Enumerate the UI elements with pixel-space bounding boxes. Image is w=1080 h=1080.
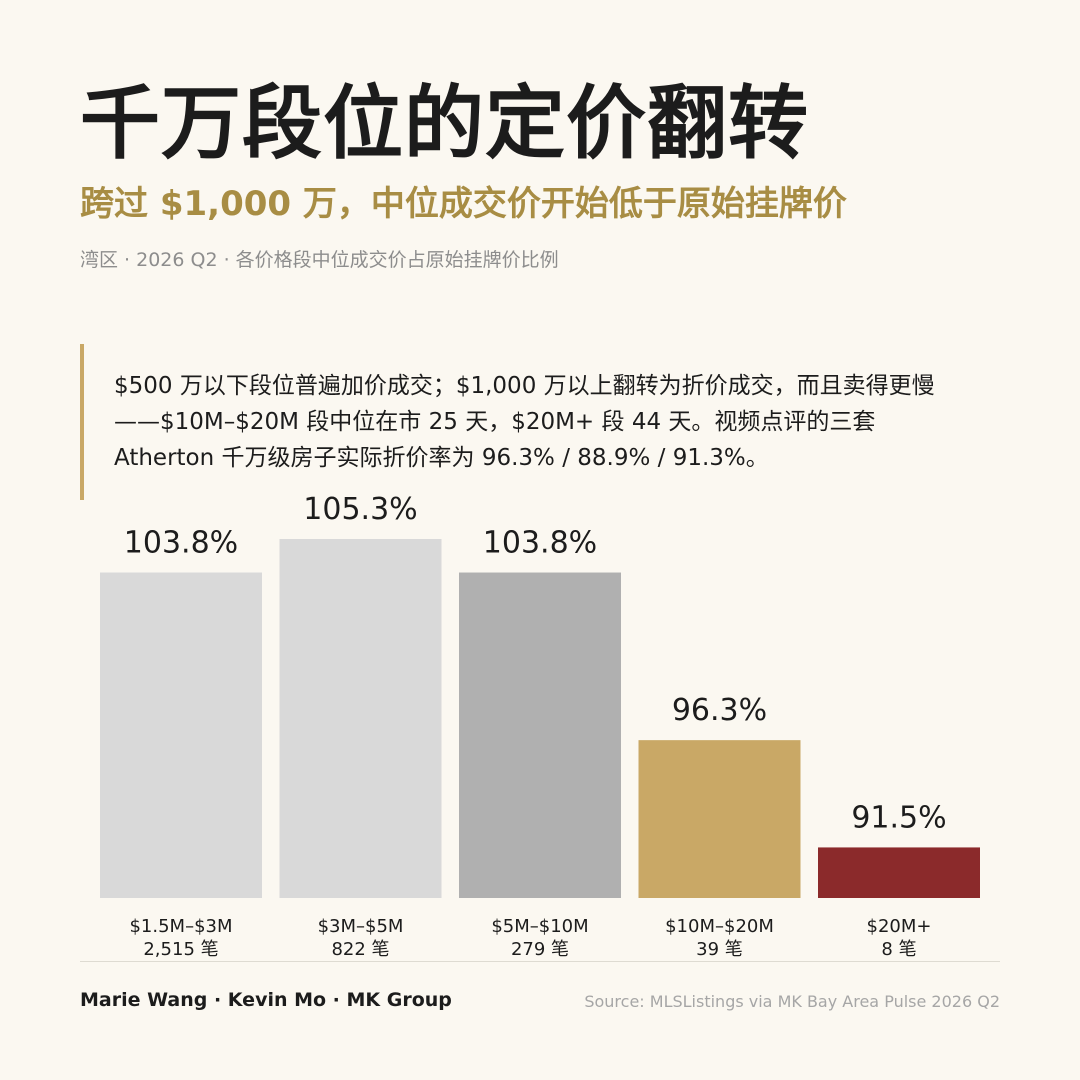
category-label: $3M–$5M	[318, 916, 404, 937]
category-label: $1.5M–$3M	[129, 916, 232, 937]
callout-text: $500 万以下段位普遍加价成交；$1,000 万以上翻转为折价成交，而且卖得更…	[114, 373, 935, 471]
page-subtitle: 跨过 $1,000 万，中位成交价开始低于原始挂牌价	[80, 184, 847, 224]
bar-5	[818, 847, 980, 898]
bar-3	[459, 572, 621, 898]
category-label: $5M–$10M	[491, 916, 588, 937]
page-title: 千万段位的定价翻转	[80, 77, 809, 170]
bar-value-label: 96.3%	[672, 693, 767, 728]
chart-meta: 湾区 · 2026 Q2 · 各价格段中位成交价占原始挂牌价比例	[80, 249, 559, 271]
category-label: $20M+	[867, 916, 932, 937]
footer-divider	[80, 961, 1000, 962]
bar-value-label: 105.3%	[303, 492, 417, 527]
bar-value-label: 91.5%	[851, 800, 946, 835]
bar-value-label: 103.8%	[124, 526, 238, 561]
count-label: 2,515 笔	[143, 939, 218, 960]
bar-value-label: 103.8%	[483, 526, 597, 561]
source-note: Source: MLSListings via MK Bay Area Puls…	[584, 992, 1000, 1011]
category-label: $10M–$20M	[665, 916, 774, 937]
bar-4	[638, 740, 801, 898]
count-label: 279 笔	[511, 939, 569, 960]
count-label: 39 笔	[696, 939, 743, 960]
bar-2	[279, 539, 442, 898]
callout-box: $500 万以下段位普遍加价成交；$1,000 万以上翻转为折价成交，而且卖得更…	[80, 344, 965, 500]
author-credits: Marie Wang · Kevin Mo · MK Group	[80, 989, 452, 1011]
bar-1	[100, 572, 262, 898]
count-label: 822 笔	[331, 939, 389, 960]
count-label: 8 笔	[881, 939, 916, 960]
